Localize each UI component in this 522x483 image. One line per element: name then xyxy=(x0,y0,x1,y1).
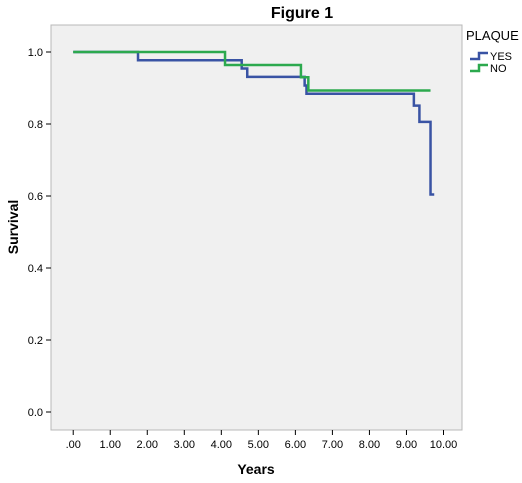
legend-swatch xyxy=(470,63,488,73)
x-tick-label: 5.00 xyxy=(248,439,269,451)
y-axis: 0.0 0.2 0.4 0.6 0.8 1.0 xyxy=(28,47,51,419)
y-tick-label: 0.8 xyxy=(28,119,43,131)
y-tick-label: 1.0 xyxy=(28,47,43,59)
x-tick-label: .00 xyxy=(66,439,81,451)
legend-label: NO xyxy=(490,63,507,75)
x-tick-label: 7.00 xyxy=(322,439,343,451)
y-axis-title: Survival xyxy=(5,200,21,254)
y-tick-label: 0.0 xyxy=(28,407,43,419)
x-tick-label: 1.00 xyxy=(100,439,121,451)
x-tick-label: 2.00 xyxy=(137,439,158,451)
x-tick-label: 6.00 xyxy=(285,439,306,451)
y-tick-label: 0.4 xyxy=(28,263,43,275)
x-tick-label: 9.00 xyxy=(396,439,417,451)
legend-title: PLAQUE xyxy=(466,28,519,43)
x-tick-label: 8.00 xyxy=(359,439,380,451)
series-layer xyxy=(73,50,435,196)
plot-area xyxy=(50,24,463,431)
chart-title: Figure 1 xyxy=(271,5,333,22)
x-axis: .00 1.00 2.00 3.00 4.00 5.00 6.00 7.00 8.00 9.00 1… xyxy=(66,430,458,451)
x-tick-label: 4.00 xyxy=(211,439,232,451)
legend-label: YES xyxy=(490,51,512,63)
y-tick-label: 0.6 xyxy=(28,191,43,203)
y-tick-label: 0.2 xyxy=(28,335,43,347)
x-axis-title: Years xyxy=(237,461,275,477)
series-line-no xyxy=(73,50,431,92)
x-tick-label: 3.00 xyxy=(174,439,195,451)
legend-swatch xyxy=(470,51,488,61)
x-tick-label: 10.00 xyxy=(430,439,458,451)
